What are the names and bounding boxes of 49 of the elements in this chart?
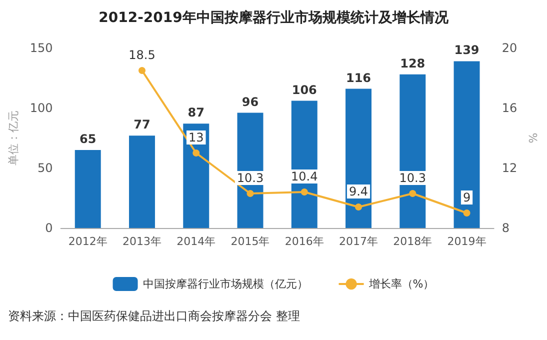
y-tick-label: 50 — [38, 161, 53, 175]
x-tick-label: 2016年 — [284, 235, 324, 248]
text: 资料来源：中国医药保健品进出口商会按摩器分会 整理 — [8, 309, 300, 323]
bar — [74, 150, 101, 228]
bar — [346, 88, 372, 228]
data-label: 116 — [346, 70, 372, 85]
point — [300, 188, 308, 196]
data-label: 10.3 — [399, 171, 426, 185]
data-label: 128 — [400, 56, 426, 70]
legend-label: 中国按摩器行业市场规模（亿元） — [142, 278, 308, 290]
point — [463, 210, 470, 216]
y-axis-title: 单位：亿元 — [7, 110, 20, 166]
y2-axis-title: % — [527, 132, 540, 144]
y2-tick-label: 20 — [502, 41, 518, 55]
x-tick-label: 2013年 — [122, 235, 162, 248]
point — [138, 67, 146, 74]
point — [355, 204, 362, 210]
point — [192, 150, 200, 156]
data-label: 96 — [242, 94, 259, 109]
point — [246, 190, 254, 197]
data-label: 87 — [188, 106, 204, 120]
legend-label: 增长率（%） — [368, 278, 434, 290]
data-label: 9.4 — [348, 184, 368, 198]
x-tick-label: 2018年 — [393, 235, 432, 248]
y2-tick-label: 16 — [502, 101, 518, 115]
bar — [129, 136, 155, 228]
y-tick-label: 100 — [30, 101, 53, 115]
data-label: 77 — [134, 118, 150, 132]
data-label: 139 — [454, 43, 480, 58]
data-label: 18.5 — [128, 48, 156, 62]
x-tick-label: 2012年 — [68, 235, 108, 248]
point — [409, 190, 416, 197]
y-tick-label: 0 — [45, 221, 53, 235]
data-label: 10.4 — [291, 170, 318, 184]
chart-title: 2012-2019年中国按摩器行业市场规模统计及增长情况 — [98, 9, 450, 26]
x-tick-label: 2014年 — [176, 235, 216, 248]
y2-tick-label: 12 — [502, 161, 518, 175]
data-label: 65 — [80, 132, 96, 146]
data-label: 106 — [292, 82, 317, 97]
bar — [183, 124, 210, 228]
y-tick-label: 150 — [30, 41, 53, 55]
data-label: 9 — [462, 190, 471, 204]
x-tick-label: 2017年 — [339, 235, 378, 248]
data-label: 10.3 — [236, 171, 264, 185]
x-tick-label: 2015年 — [230, 235, 270, 248]
data-label: 13 — [188, 130, 204, 144]
y2-tick-label: 8 — [502, 221, 510, 235]
bar — [454, 61, 480, 228]
x-tick-label: 2019年 — [447, 235, 486, 248]
